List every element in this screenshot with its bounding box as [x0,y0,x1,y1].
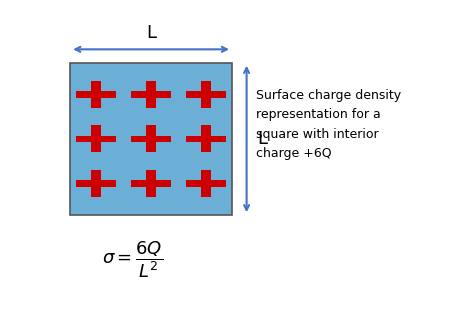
Bar [186,136,227,142]
Bar [131,91,171,98]
Text: Surface charge density
representation for a
square with interior
charge +6Q: Surface charge density representation fo… [256,88,401,160]
FancyArrowPatch shape [75,47,227,52]
Text: L: L [258,130,268,148]
Bar [186,91,227,98]
Bar [91,81,101,108]
Bar [186,180,227,187]
Bar [131,136,171,142]
Bar [91,125,101,152]
Bar [146,81,156,108]
Bar [201,125,211,152]
Bar [91,170,101,197]
Bar [70,63,232,215]
Text: L: L [146,24,156,42]
Bar [201,81,211,108]
Text: $\sigma = \dfrac{6Q}{L^2}$: $\sigma = \dfrac{6Q}{L^2}$ [102,239,163,280]
Bar [146,170,156,197]
FancyArrowPatch shape [244,68,249,210]
Bar [201,170,211,197]
Bar [76,180,116,187]
Bar [146,125,156,152]
Bar [76,136,116,142]
Bar [76,91,116,98]
Bar [131,180,171,187]
